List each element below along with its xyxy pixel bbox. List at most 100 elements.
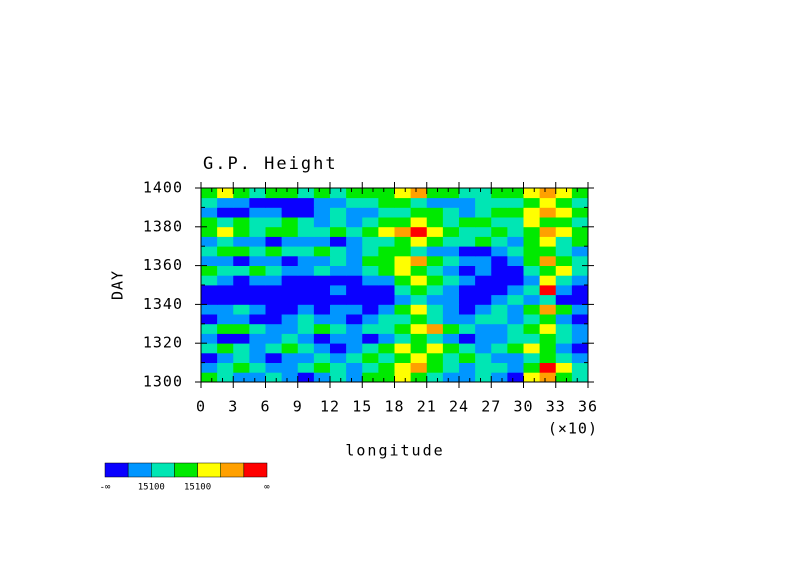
cell [330,236,347,247]
cell [475,294,492,305]
cell [571,226,589,237]
cell [362,188,379,199]
cell [362,294,379,305]
cell [201,197,218,208]
cell [571,275,589,286]
cell [201,343,218,354]
cell [281,304,299,315]
cell [233,323,250,334]
cell [394,314,412,325]
cell [362,372,379,383]
cell [201,314,218,325]
cell [475,255,492,266]
cell [297,255,315,266]
cell [539,333,557,344]
cell [233,294,250,305]
y-tick-label: 1400 [143,179,183,197]
cell [281,246,299,257]
cell [459,188,476,199]
cell [491,197,508,208]
cell [507,372,524,383]
cell [475,314,492,325]
cell [233,275,250,286]
cell [330,188,347,199]
cell [346,217,363,228]
cell [555,246,573,257]
cell [410,333,428,344]
cell [313,372,331,383]
x-tick-label: 24 [449,398,469,416]
cell [442,188,460,199]
cell [217,226,234,237]
cell [523,255,541,266]
cell [555,304,573,315]
cell [491,255,508,266]
cell [459,255,476,266]
cell [442,217,460,228]
cell [217,372,234,383]
cell [475,236,492,247]
cell [539,352,557,363]
field [201,188,589,383]
cell [281,294,299,305]
cell [201,207,218,218]
cell [459,236,476,247]
cell [217,343,234,354]
cell [233,265,250,276]
cell [394,294,412,305]
cell [507,352,524,363]
cell [571,207,589,218]
cell [571,294,589,305]
cell [491,304,508,315]
cell [281,275,299,286]
cell [249,343,266,354]
cell [523,207,541,218]
cell [426,304,444,315]
cell [362,236,379,247]
cell [330,197,347,208]
cell [459,362,476,373]
x-tick-label: 36 [578,398,598,416]
cell [410,362,428,373]
cell [297,226,315,237]
cell [475,333,492,344]
cell [265,246,283,257]
cell [378,352,395,363]
cell [475,188,492,199]
cell [571,314,589,325]
cell [233,217,250,228]
cell [442,236,460,247]
cell [410,246,428,257]
cell [539,226,557,237]
cell [394,197,412,208]
cell [346,362,363,373]
cell [426,226,444,237]
cell [475,285,492,296]
cell [426,323,444,334]
cell [201,246,218,257]
cell [491,362,508,373]
cell [265,352,283,363]
cell [410,236,428,247]
cell [507,323,524,334]
x-tick-label: 33 [546,398,566,416]
cell [217,304,234,315]
colorbar-swatch [197,462,221,478]
cell [346,304,363,315]
cell [362,246,379,257]
colorbar-swatch [127,462,152,478]
cell [571,304,589,315]
cell [426,362,444,373]
cell [539,265,557,276]
cell [281,352,299,363]
cell [346,226,363,237]
cell [507,304,524,315]
cell [507,217,524,228]
cell [555,236,573,247]
cell [410,304,428,315]
cell [442,255,460,266]
cell [330,294,347,305]
cell [297,343,315,354]
cell [313,275,331,286]
x-tick-label: 12 [320,398,340,416]
